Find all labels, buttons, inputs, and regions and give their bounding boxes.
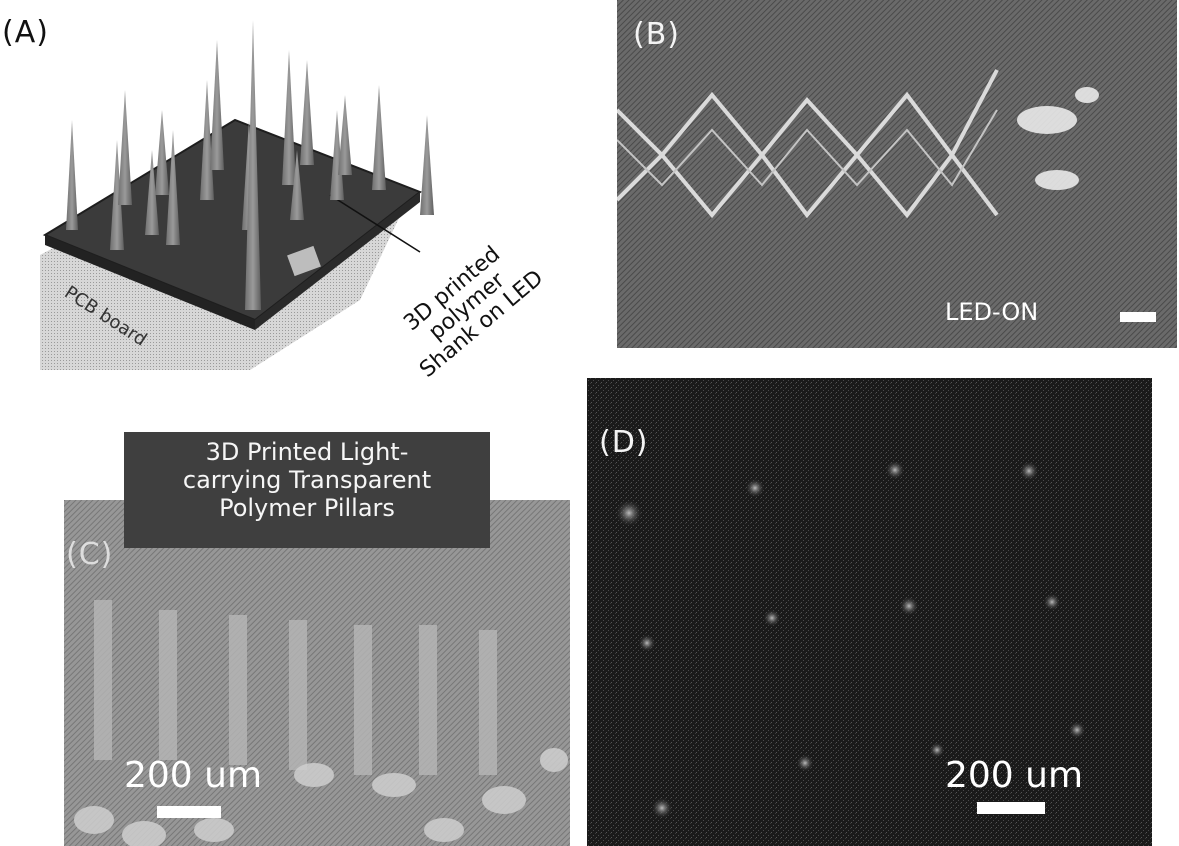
panel-b: (B) LED-ON <box>617 0 1177 348</box>
panel-d: (D) 200 um <box>587 378 1152 846</box>
panel-d-scale-bar <box>977 802 1045 814</box>
panel-c-scale-bar <box>157 806 221 818</box>
panel-d-label: (D) <box>599 428 649 458</box>
panel-b-label: (B) <box>633 20 680 50</box>
panel-a-label: (A) <box>2 18 49 48</box>
caption-line3: Polymer Pillars <box>124 494 490 522</box>
panel-c-caption: 3D Printed Light- carrying Transparent P… <box>124 432 490 548</box>
panel-a: (A) PCB board 3D printed polymer Shank o… <box>0 0 600 420</box>
caption-line1: 3D Printed Light- <box>124 438 490 466</box>
panel-b-photo <box>617 0 1177 348</box>
panel-b-scale-bar <box>1120 312 1156 322</box>
panel-d-scale-text: 200 um <box>945 758 1083 794</box>
panel-c: (C) 200 um <box>64 500 570 846</box>
panel-c-label: (C) <box>66 540 113 570</box>
panel-c-scale-text: 200 um <box>124 758 262 794</box>
panel-a-rendering <box>0 0 600 420</box>
led-on-label: LED-ON <box>945 298 1038 326</box>
caption-line2: carrying Transparent <box>124 466 490 494</box>
